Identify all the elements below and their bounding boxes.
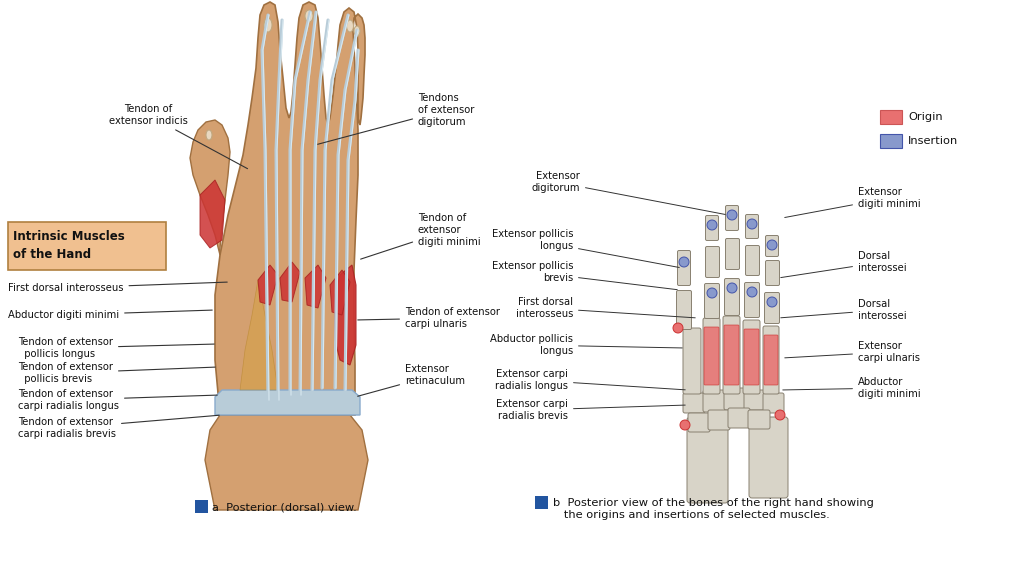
FancyBboxPatch shape	[765, 293, 779, 324]
Text: Extensor pollicis
longus: Extensor pollicis longus	[492, 229, 679, 267]
FancyBboxPatch shape	[724, 388, 746, 410]
Circle shape	[746, 219, 757, 229]
Text: Abductor digiti minimi: Abductor digiti minimi	[8, 310, 212, 320]
Text: a  Posterior (dorsal) view.: a Posterior (dorsal) view.	[212, 502, 356, 512]
Circle shape	[767, 297, 777, 307]
Polygon shape	[280, 262, 300, 302]
Text: Extensor
digitorum: Extensor digitorum	[531, 171, 725, 214]
Text: Dorsal
interossei: Dorsal interossei	[780, 251, 906, 278]
FancyBboxPatch shape	[763, 326, 779, 394]
FancyBboxPatch shape	[766, 260, 779, 286]
Ellipse shape	[206, 130, 212, 140]
Polygon shape	[305, 265, 326, 308]
Polygon shape	[215, 390, 360, 415]
Text: Extensor pollicis
brevis: Extensor pollicis brevis	[492, 261, 677, 290]
Polygon shape	[215, 2, 365, 415]
FancyBboxPatch shape	[724, 325, 739, 385]
FancyBboxPatch shape	[748, 410, 770, 429]
Text: Extensor
retinaculum: Extensor retinaculum	[357, 364, 465, 396]
Text: Tendon of extensor
carpi radialis brevis: Tendon of extensor carpi radialis brevis	[18, 415, 219, 439]
Text: Tendon of
extensor indicis: Tendon of extensor indicis	[109, 104, 248, 169]
Text: Intrinsic Muscles
of the Hand: Intrinsic Muscles of the Hand	[13, 230, 125, 262]
Bar	[490, 0, 1024, 576]
Polygon shape	[240, 280, 278, 390]
Polygon shape	[205, 415, 368, 510]
FancyBboxPatch shape	[703, 390, 725, 412]
Ellipse shape	[346, 20, 353, 32]
Text: Tendons
of extensor
digitorum: Tendons of extensor digitorum	[317, 93, 474, 144]
FancyBboxPatch shape	[703, 318, 720, 394]
FancyBboxPatch shape	[705, 283, 720, 319]
Text: Abductor
digiti minimi: Abductor digiti minimi	[782, 377, 921, 399]
Circle shape	[727, 210, 737, 220]
Ellipse shape	[305, 10, 313, 22]
FancyBboxPatch shape	[745, 245, 760, 275]
Bar	[880, 110, 902, 124]
FancyBboxPatch shape	[745, 214, 759, 238]
FancyBboxPatch shape	[744, 390, 766, 410]
Text: Tendon of extensor
  pollicis brevis: Tendon of extensor pollicis brevis	[18, 362, 215, 384]
FancyBboxPatch shape	[723, 316, 740, 394]
Polygon shape	[190, 120, 230, 255]
Polygon shape	[330, 270, 350, 315]
FancyBboxPatch shape	[749, 417, 788, 498]
FancyBboxPatch shape	[763, 393, 784, 413]
Polygon shape	[258, 265, 278, 305]
FancyBboxPatch shape	[683, 328, 701, 394]
FancyBboxPatch shape	[687, 417, 728, 503]
FancyBboxPatch shape	[725, 238, 739, 270]
Circle shape	[767, 240, 777, 250]
FancyBboxPatch shape	[725, 206, 738, 230]
Circle shape	[680, 420, 690, 430]
Circle shape	[746, 287, 757, 297]
Text: First dorsal interosseus: First dorsal interosseus	[8, 282, 227, 293]
Text: First dorsal
interosseus: First dorsal interosseus	[516, 297, 695, 319]
Ellipse shape	[354, 26, 360, 36]
FancyBboxPatch shape	[744, 282, 760, 317]
FancyBboxPatch shape	[705, 327, 719, 385]
Text: Abductor pollicis
longus: Abductor pollicis longus	[490, 334, 682, 356]
FancyBboxPatch shape	[8, 222, 166, 270]
Circle shape	[775, 410, 785, 420]
Circle shape	[707, 288, 717, 298]
Ellipse shape	[264, 18, 272, 32]
FancyBboxPatch shape	[764, 335, 778, 385]
FancyBboxPatch shape	[743, 320, 760, 394]
Text: Tendon of
extensor
digiti minimi: Tendon of extensor digiti minimi	[360, 213, 480, 259]
Text: Tendon of extensor
carpi radialis longus: Tendon of extensor carpi radialis longus	[18, 389, 217, 411]
Circle shape	[727, 283, 737, 293]
Text: Tendon of extensor
carpi ulnaris: Tendon of extensor carpi ulnaris	[357, 307, 500, 329]
FancyBboxPatch shape	[677, 290, 691, 329]
Text: the origins and insertions of selected muscles.: the origins and insertions of selected m…	[553, 510, 829, 520]
Text: Origin: Origin	[908, 112, 943, 122]
Text: Extensor
digiti minimi: Extensor digiti minimi	[784, 187, 921, 218]
FancyBboxPatch shape	[688, 413, 710, 432]
Text: Extensor carpi
radialis longus: Extensor carpi radialis longus	[495, 369, 685, 391]
FancyBboxPatch shape	[708, 410, 730, 430]
FancyBboxPatch shape	[678, 251, 690, 286]
FancyBboxPatch shape	[728, 408, 750, 428]
Text: Extensor carpi
radialis brevis: Extensor carpi radialis brevis	[496, 399, 685, 421]
FancyBboxPatch shape	[766, 236, 778, 256]
Polygon shape	[200, 180, 225, 248]
FancyBboxPatch shape	[725, 279, 739, 316]
Text: b  Posterior view of the bones of the right hand showing: b Posterior view of the bones of the rig…	[553, 498, 873, 508]
Bar	[195, 500, 208, 513]
Circle shape	[707, 220, 717, 230]
FancyBboxPatch shape	[706, 215, 719, 241]
FancyBboxPatch shape	[706, 247, 720, 278]
FancyBboxPatch shape	[683, 393, 705, 413]
Text: Extensor
carpi ulnaris: Extensor carpi ulnaris	[784, 341, 920, 363]
Text: Dorsal
interossei: Dorsal interossei	[780, 299, 906, 321]
Bar	[535, 496, 548, 509]
Text: Tendon of extensor
  pollicis longus: Tendon of extensor pollicis longus	[18, 337, 214, 359]
Circle shape	[679, 257, 689, 267]
FancyBboxPatch shape	[744, 329, 759, 385]
Circle shape	[673, 323, 683, 333]
Bar	[880, 134, 902, 148]
Text: Insertion: Insertion	[908, 136, 958, 146]
Polygon shape	[335, 265, 356, 365]
